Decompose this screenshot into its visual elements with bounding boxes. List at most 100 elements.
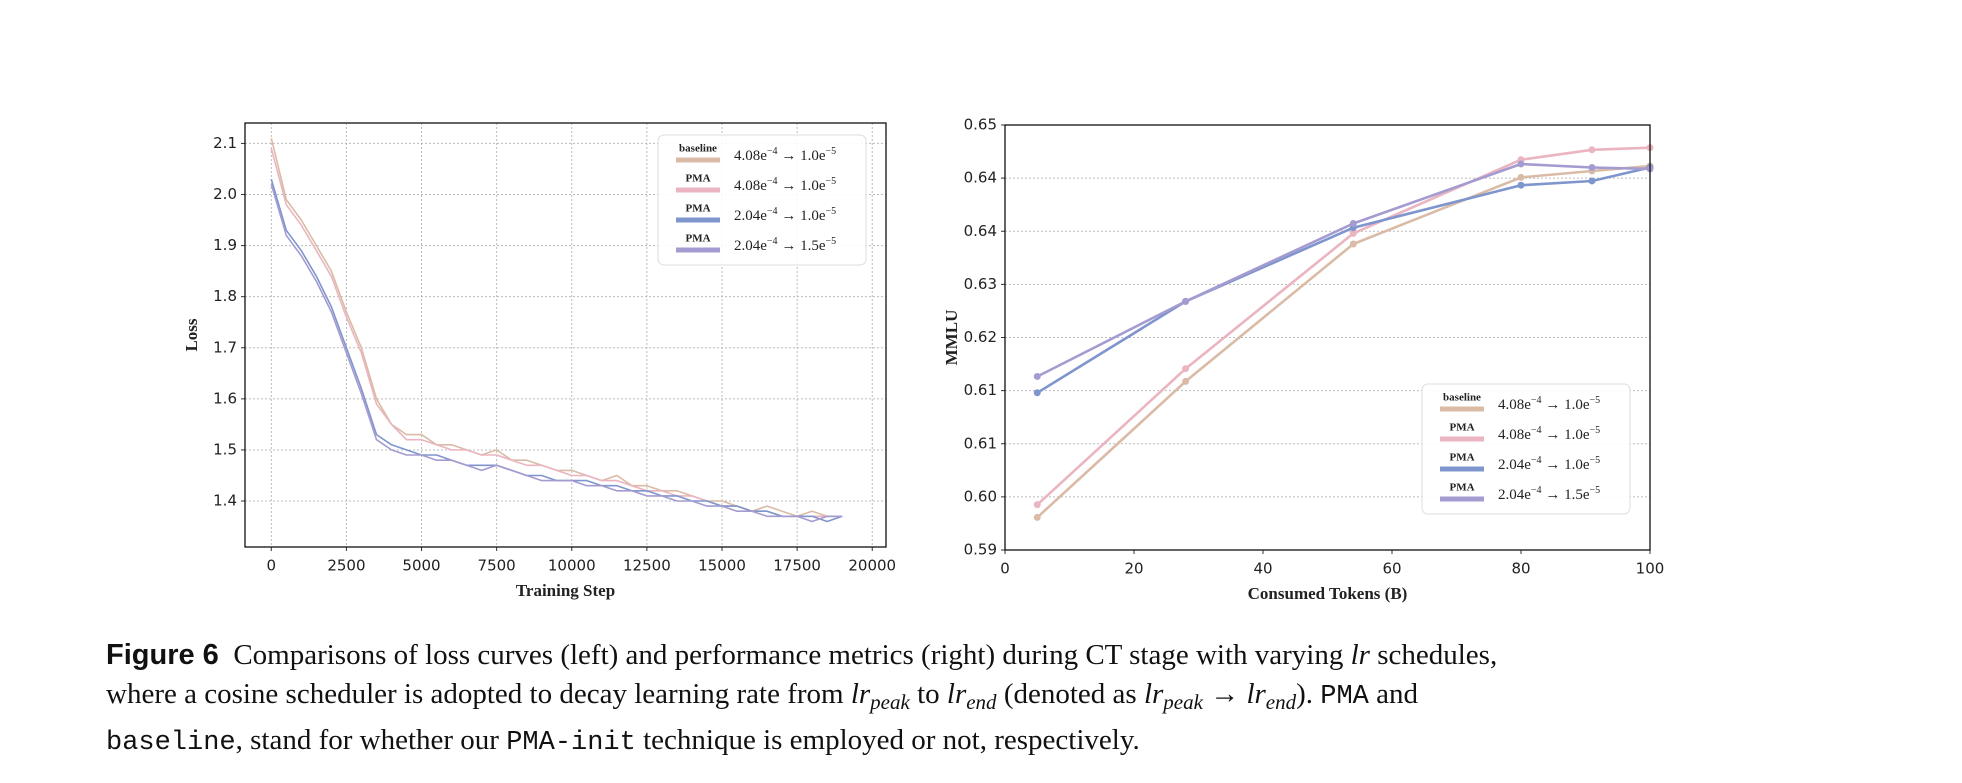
y-tick-label: 0.62 (964, 328, 997, 346)
caption: Figure 6 Comparisons of loss curves (lef… (106, 636, 1497, 763)
x-tick-label: 60 (1382, 560, 1401, 578)
legend-label-part: → 1.0e (778, 208, 826, 224)
caption-text: schedules, (1369, 639, 1498, 671)
legend-box (1421, 383, 1631, 515)
x-tick-label: 12500 (623, 557, 671, 575)
caption-line: where a cosine scheduler is adopted to d… (106, 675, 1497, 722)
caption-text: PMA (1320, 681, 1369, 712)
series-line (1036, 146, 1651, 506)
legend-label: 4.08e−4 → 1.0e−5 (734, 146, 836, 165)
legend-label-part: → 1.0e (1542, 397, 1590, 413)
figure: 1.4 1.5 1.6 1.7 1.8 1.9 2.0 2.1 0 2500 5000 7500 100… (182, 116, 1665, 603)
y-tick-label: 1.9 (213, 236, 237, 254)
y-tick-label: 2.0 (213, 185, 237, 203)
legend-label-part: −5 (825, 236, 836, 247)
point (1588, 164, 1596, 171)
series-line (1036, 164, 1651, 519)
caption-text: baseline (106, 728, 236, 758)
x-tick-label: 100 (1636, 560, 1665, 578)
caption-text: lr (850, 677, 871, 710)
x-tick-label: 5000 (402, 557, 440, 575)
x-tick-label: 7500 (478, 557, 516, 575)
legend-label-part: → 1.5e (1542, 487, 1590, 503)
legend-label-part: −5 (1589, 425, 1600, 436)
x-tick-label: 17500 (773, 557, 821, 575)
legend-label-part: −4 (767, 236, 778, 247)
point (1033, 501, 1041, 509)
point (1033, 513, 1041, 521)
y-tick-label: 1.5 (213, 440, 237, 458)
caption-text: peak (870, 689, 910, 714)
legend-label-part: → 1.0e (1542, 427, 1590, 443)
legend-label-part: −5 (825, 146, 836, 157)
x-tick-label: 15000 (698, 557, 746, 575)
legend-label-part: → 1.0e (778, 148, 826, 164)
point (1588, 146, 1596, 154)
x-tick-label: 40 (1253, 560, 1272, 578)
point (1349, 240, 1357, 248)
y-tick-label: 0.63 (964, 275, 997, 293)
caption-text: peak (1163, 689, 1203, 714)
legend-name: PMA (685, 233, 710, 245)
plot-frame (1004, 124, 1651, 551)
legend-label-part: −4 (1531, 425, 1542, 436)
y-axis-label: Loss (182, 318, 201, 351)
y-axis-label: MMLU (942, 310, 961, 366)
legend-name: baseline (1443, 392, 1481, 404)
legend-label-part: −4 (767, 146, 778, 157)
y-tick-label: 2.1 (213, 134, 237, 152)
caption-text: lr (1143, 677, 1164, 710)
y-tick-label: 1.8 (213, 287, 237, 305)
legend-label: 2.04e−4 → 1.0e−5 (1498, 455, 1600, 474)
caption-text: and (1368, 677, 1419, 710)
point (1588, 177, 1596, 185)
legend-name: PMA (685, 203, 710, 215)
series-line (270, 184, 843, 523)
x-tick-label: 20 (1124, 560, 1143, 578)
legend-label-part: → 1.0e (1542, 457, 1590, 473)
legend-label-part: −5 (1589, 395, 1600, 406)
x-tick-label: 20000 (848, 557, 896, 575)
y-tick-label: 0.59 (964, 541, 997, 559)
point (1033, 389, 1041, 397)
caption-text: ). (1296, 677, 1321, 710)
legend-name: baseline (679, 143, 717, 155)
legend-label-part: −4 (1531, 455, 1542, 466)
series-line (1036, 162, 1651, 378)
x-tick-label: 0 (1000, 560, 1010, 578)
legend-box (657, 134, 867, 266)
point (1517, 160, 1525, 168)
legend-label-part: −4 (1531, 485, 1542, 496)
legend-label-part: 2.04e (734, 238, 767, 254)
caption-text: technique is employed or not, respective… (635, 724, 1140, 756)
legend-label-part: 2.04e (1498, 487, 1531, 503)
legend-name: PMA (1449, 452, 1474, 464)
point (1182, 365, 1190, 373)
legend-label: 2.04e−4 → 1.5e−5 (1498, 485, 1600, 504)
legend-name: PMA (685, 173, 710, 185)
legend-name: PMA (1449, 482, 1474, 494)
point (1349, 229, 1357, 237)
caption-text: → lr (1202, 677, 1266, 710)
x-tick-label: 2500 (327, 557, 365, 575)
point (1033, 372, 1041, 380)
caption-text: , stand for whether our (235, 724, 507, 756)
caption-text: to (909, 677, 947, 710)
legend-label-part: 2.04e (1498, 457, 1531, 473)
point (1182, 297, 1190, 305)
y-tick-label: 1.6 (213, 389, 237, 407)
legend-name: PMA (1449, 422, 1474, 434)
legend-label-part: −4 (767, 206, 778, 217)
caption-text: end (966, 689, 997, 714)
y-tick-label: 0.64 (964, 222, 997, 240)
y-tick-label: 0.64 (964, 169, 997, 187)
legend-label-part: −4 (767, 176, 778, 187)
x-axis-label: Training Step (516, 581, 615, 600)
x-tick-label: 0 (267, 557, 277, 575)
legend-label: 4.08e−4 → 1.0e−5 (1498, 395, 1600, 414)
y-tick-label: 0.61 (964, 381, 997, 399)
legend-label-part: → 1.5e (778, 238, 826, 254)
legend-label-part: 4.08e (1498, 427, 1531, 443)
legend-label-part: −4 (1531, 395, 1542, 406)
